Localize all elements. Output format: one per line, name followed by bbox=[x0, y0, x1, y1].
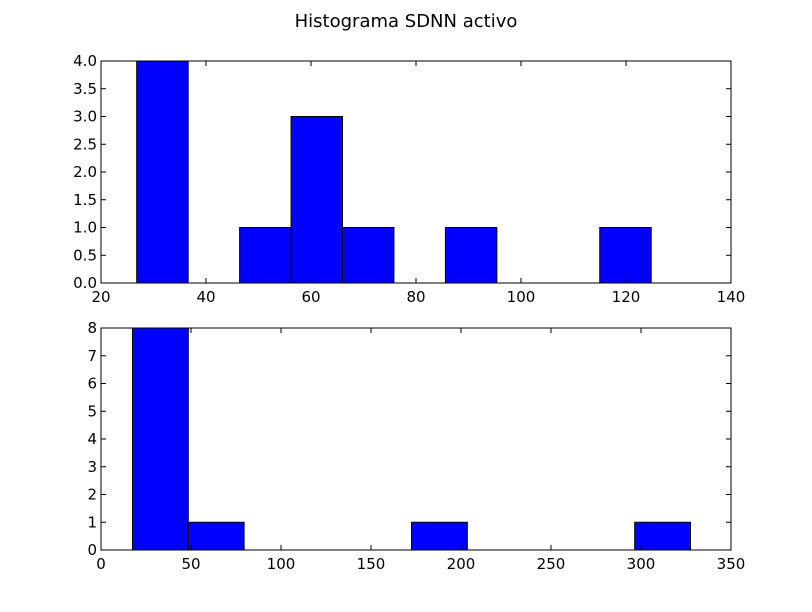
y-tick-label: 4.0 bbox=[73, 52, 97, 70]
x-tick-label: 80 bbox=[406, 288, 425, 306]
x-tick-label: 100 bbox=[267, 555, 296, 573]
histogram-bar bbox=[132, 327, 189, 551]
y-tick-label: 1.0 bbox=[73, 219, 97, 237]
x-tick-label: 300 bbox=[627, 555, 656, 573]
histogram-bar bbox=[634, 521, 692, 551]
x-tick-label: 50 bbox=[181, 555, 200, 573]
x-tick-label: 350 bbox=[717, 555, 746, 573]
y-tick-label: 3 bbox=[87, 458, 97, 476]
x-tick-label: 40 bbox=[196, 288, 215, 306]
histogram-bar bbox=[239, 227, 292, 284]
x-tick-label: 150 bbox=[357, 555, 386, 573]
histogram-bar bbox=[342, 227, 395, 284]
y-tick-label: 0 bbox=[87, 541, 97, 559]
x-tick-label: 100 bbox=[507, 288, 536, 306]
histogram-bar bbox=[136, 60, 189, 284]
y-tick-label: 6 bbox=[87, 375, 97, 393]
x-tick-label: 20 bbox=[91, 288, 110, 306]
y-tick-label: 2.5 bbox=[73, 135, 97, 153]
y-tick-label: 5 bbox=[87, 402, 97, 420]
x-tick-label: 200 bbox=[447, 555, 476, 573]
x-tick-label: 60 bbox=[301, 288, 320, 306]
y-tick-label: 1.5 bbox=[73, 191, 97, 209]
y-tick-label: 1 bbox=[87, 513, 97, 531]
y-tick-label: 2 bbox=[87, 486, 97, 504]
y-tick-label: 2.0 bbox=[73, 163, 97, 181]
y-tick-label: 8 bbox=[87, 319, 97, 337]
y-tick-label: 3.5 bbox=[73, 80, 97, 98]
y-tick-label: 4 bbox=[87, 430, 97, 448]
x-tick-label: 120 bbox=[612, 288, 641, 306]
histogram-bar bbox=[599, 227, 652, 284]
x-tick-label: 250 bbox=[537, 555, 566, 573]
y-tick-label: 0.0 bbox=[73, 274, 97, 292]
histogram-bar bbox=[290, 116, 343, 284]
y-tick-label: 7 bbox=[87, 347, 97, 365]
axes-frame bbox=[100, 327, 732, 551]
y-tick-label: 0.5 bbox=[73, 246, 97, 264]
histogram-bar bbox=[444, 227, 498, 284]
histogram-top: 20 40 60 80 100 120 140 0.0 0.5 1.0 1.5 2.0 2.5 3.0 3.… bbox=[73, 52, 745, 306]
histogram-bottom: 0 50 100 150 200 250 300 350 0 1 2 3 4 5 6 7 8 bbox=[87, 319, 745, 573]
histogram-bar bbox=[411, 521, 468, 551]
x-tick-label: 140 bbox=[717, 288, 746, 306]
y-tick-label: 3.0 bbox=[73, 108, 97, 126]
figure-title: Histograma SDNN activo bbox=[295, 11, 518, 32]
x-tick-label: 0 bbox=[96, 555, 106, 573]
histogram-bar bbox=[187, 521, 245, 551]
